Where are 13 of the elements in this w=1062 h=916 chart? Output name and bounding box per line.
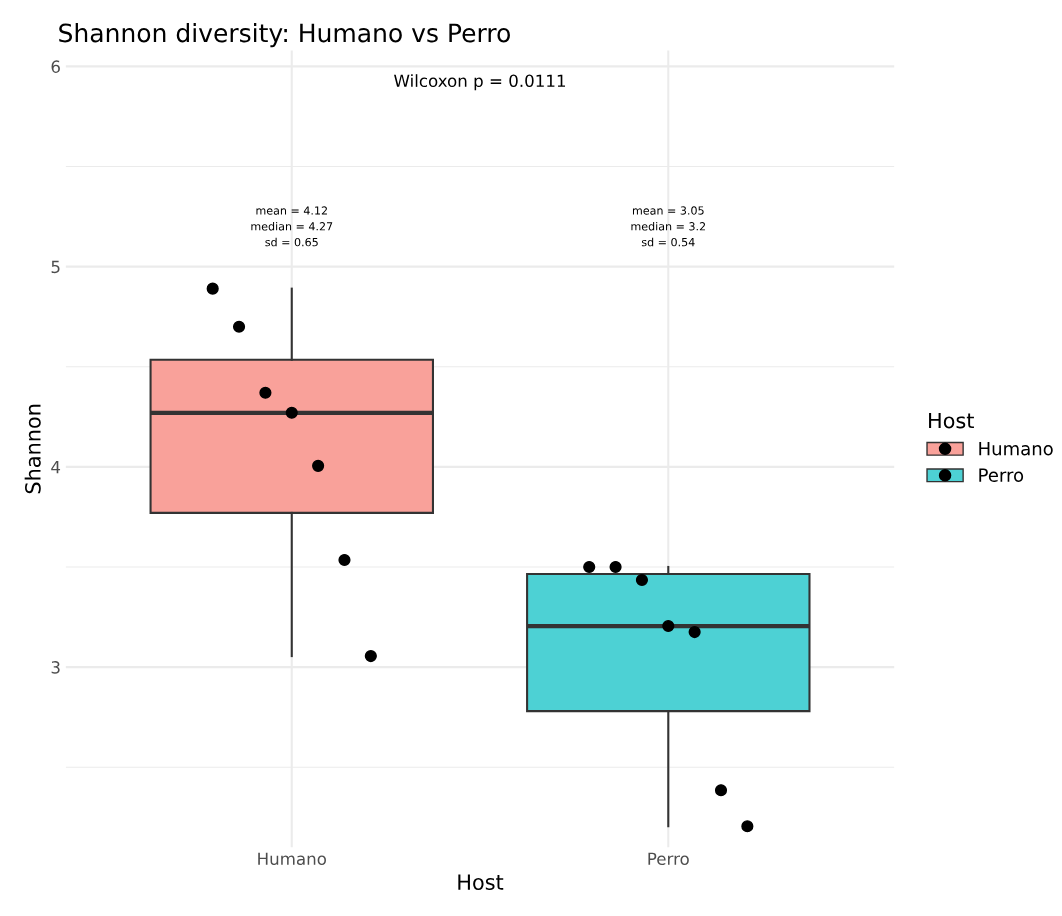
annotation: Wilcoxon p = 0.0111 bbox=[394, 74, 566, 91]
annotation: mean = 3.05 median = 3.2 sd = 0.54 bbox=[631, 206, 706, 247]
x-axis-title: Host bbox=[458, 874, 504, 890]
legend-title: Host bbox=[929, 412, 974, 429]
legend-label: Humano bbox=[979, 442, 1053, 456]
y-tick-label: 6 bbox=[51, 60, 60, 73]
legend-label: Perro bbox=[979, 468, 1024, 482]
y-tick-label: 3 bbox=[51, 661, 60, 674]
y-axis-title: Shannon bbox=[24, 404, 41, 494]
annotation: mean = 4.12 median = 4.27 sd = 0.65 bbox=[251, 206, 333, 247]
y-tick-label: 5 bbox=[51, 260, 60, 274]
y-tick-label: 4 bbox=[51, 461, 61, 474]
chart-title: Shannon diversity: Humano vs Perro bbox=[59, 23, 510, 48]
